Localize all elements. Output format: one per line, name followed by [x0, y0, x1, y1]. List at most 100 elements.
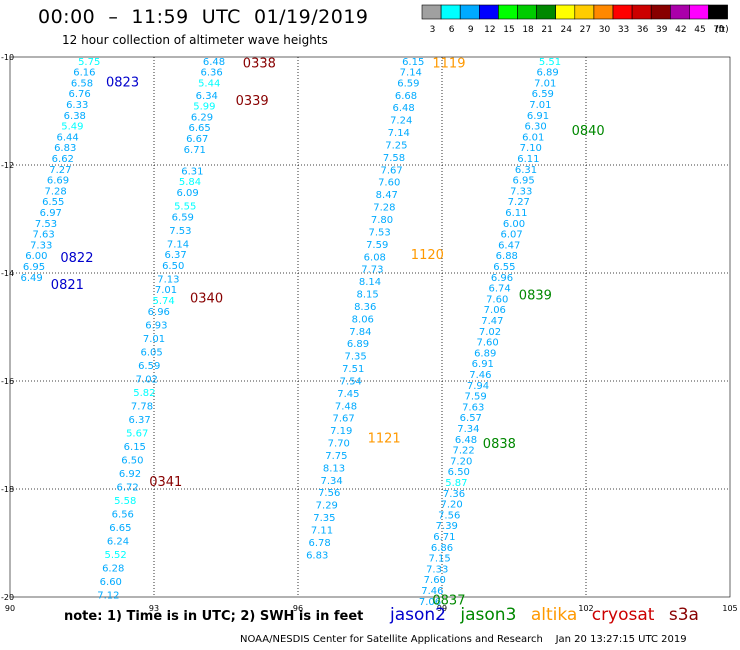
- swh-value: 7.53: [368, 227, 390, 238]
- swh-value: 6.89: [474, 348, 496, 359]
- swh-value: 8.47: [376, 190, 398, 201]
- swh-value: 5.51: [539, 57, 561, 68]
- swh-value: 7.67: [332, 414, 354, 425]
- swh-value: 6.48: [392, 103, 414, 114]
- colorbar-label: 6: [449, 25, 455, 35]
- swh-value: 7.35: [344, 352, 366, 363]
- pass-time-label: 0838: [483, 437, 516, 452]
- swh-value: 5.84: [179, 177, 201, 188]
- swh-value: 6.59: [172, 212, 194, 223]
- colorbar-label: 70: [713, 25, 725, 35]
- swh-value: 6.15: [124, 442, 146, 453]
- swh-value: 8.36: [354, 302, 376, 313]
- swh-value: 6.83: [306, 550, 328, 561]
- swh-value: 6.28: [102, 563, 124, 574]
- swh-value: 6.01: [522, 132, 544, 143]
- swh-value: 6.31: [515, 165, 537, 176]
- swh-value: 7.22: [452, 446, 474, 457]
- swh-value: 5.52: [104, 550, 126, 561]
- swh-value: 7.39: [436, 521, 458, 532]
- swh-value: 6.31: [181, 166, 203, 177]
- swh-value: 7.63: [32, 230, 54, 241]
- swh-value: 7.10: [520, 143, 542, 154]
- legend-cryosat: cryosat: [591, 605, 655, 625]
- swh-value: 6.95: [512, 176, 534, 187]
- swh-value: 5.75: [78, 57, 100, 68]
- swh-value: 7.84: [349, 327, 371, 338]
- swh-value: 7.53: [35, 219, 57, 230]
- colorbar-label: 39: [656, 25, 668, 35]
- swh-value: 6.48: [203, 57, 225, 68]
- swh-value: 7.01: [534, 78, 556, 89]
- swh-value: 7.56: [438, 510, 460, 521]
- swh-value: 6.55: [42, 197, 64, 208]
- swh-value: 7.53: [169, 226, 191, 237]
- swh-value: 7.34: [320, 476, 342, 487]
- swh-value: 6.95: [23, 262, 45, 273]
- swh-value: 7.78: [131, 401, 153, 412]
- swh-value: 6.65: [188, 123, 210, 134]
- swh-value: 6.71: [433, 532, 455, 543]
- y-tick-label: -14: [1, 269, 14, 278]
- colorbar-label: 42: [675, 25, 686, 35]
- swh-value: 6.97: [40, 208, 62, 219]
- swh-value: 7.54: [340, 376, 362, 387]
- footnote: note: 1) Time is in UTC; 2) SWH is in fe…: [64, 609, 364, 624]
- swh-value: 6.91: [527, 111, 549, 122]
- x-tick-label: 102: [578, 604, 593, 613]
- swh-value: 6.89: [536, 68, 558, 79]
- swh-value: 5.99: [193, 102, 215, 113]
- swh-value: 6.91: [472, 359, 494, 370]
- swh-value: 7.67: [380, 165, 402, 176]
- swh-value: 7.28: [373, 203, 395, 214]
- swh-value: 7.70: [328, 439, 350, 450]
- swh-value: 6.67: [186, 134, 208, 145]
- swh-value: 7.20: [450, 456, 472, 467]
- x-tick-label: 96: [293, 604, 303, 613]
- swh-value: 8.13: [323, 463, 345, 474]
- colorbar-unit: (ft): [715, 25, 729, 35]
- swh-value: 7.35: [313, 513, 335, 524]
- swh-value: 6.88: [496, 251, 518, 262]
- colorbar-label: 21: [541, 25, 552, 35]
- swh-value: 7.60: [486, 294, 508, 305]
- swh-value: 6.07: [500, 230, 522, 241]
- swh-value: 7.06: [484, 305, 506, 316]
- swh-value: 7.06: [419, 597, 441, 608]
- swh-value: 6.11: [505, 208, 527, 219]
- swh-colorbar: 3 6 9 12 15 18 21 24 27 30 33 36 39 42 45 70(ft): [421, 4, 729, 35]
- y-tick-label: -18: [1, 485, 14, 494]
- swh-value: 6.59: [138, 361, 160, 372]
- swh-value: 6.08: [364, 252, 386, 263]
- swh-value: 6.86: [431, 543, 453, 554]
- swh-value: 6.96: [148, 307, 170, 318]
- pass-time-label: 0839: [519, 289, 552, 304]
- swh-value: 6.96: [491, 273, 513, 284]
- swh-value: 7.56: [318, 488, 340, 499]
- swh-value: 7.45: [337, 389, 359, 400]
- colorbar-label: 24: [561, 25, 573, 35]
- swh-value: 7.48: [335, 401, 357, 412]
- swh-value: 7.13: [157, 274, 179, 285]
- swh-value: 6.38: [64, 111, 86, 122]
- x-tick-label: 93: [149, 604, 159, 613]
- swh-value: 7.46: [469, 370, 491, 381]
- satellite-legend: jason2 jason3 altika cryosat s3a: [390, 605, 708, 625]
- swh-value: 5.74: [152, 296, 174, 307]
- pass-time-label: 0338: [243, 56, 276, 71]
- credit-line: NOAA/NESDIS Center for Satellite Applica…: [240, 634, 687, 645]
- chart-title: 00:00 – 11:59 UTC 01/19/2019: [38, 6, 369, 28]
- x-tick-label: 99: [437, 604, 447, 613]
- swh-value: 7.14: [167, 239, 189, 250]
- legend-altika: altika: [530, 605, 578, 625]
- swh-value: 7.59: [464, 392, 486, 403]
- colorbar-label: 45: [694, 25, 705, 35]
- swh-value: 7.29: [316, 501, 338, 512]
- swh-value: 6.50: [162, 261, 184, 272]
- swh-value: 6.00: [503, 219, 525, 230]
- swh-value: 7.15: [428, 554, 450, 565]
- chart-subtitle: 12 hour collection of altimeter wave hei…: [62, 33, 328, 47]
- swh-value: 5.67: [126, 428, 148, 439]
- swh-value: 6.37: [128, 415, 150, 426]
- swh-value: 6.05: [140, 347, 162, 358]
